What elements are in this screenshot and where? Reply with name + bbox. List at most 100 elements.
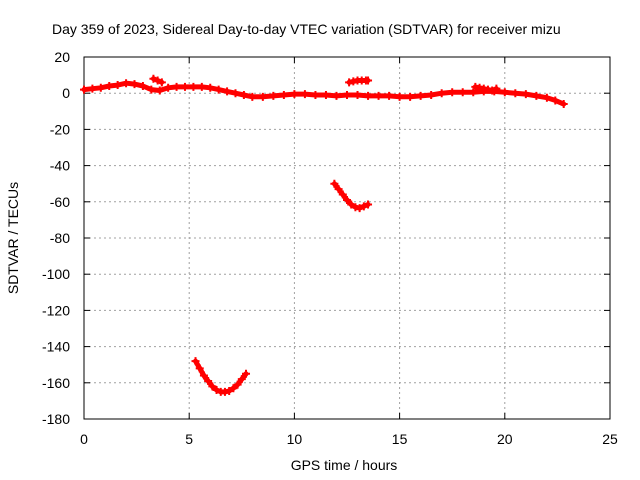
data-point: [189, 82, 198, 91]
data-point: [199, 371, 208, 380]
data-point: [130, 80, 139, 89]
data-point: [559, 100, 568, 109]
data-point: [353, 91, 362, 100]
data-point: [321, 91, 330, 100]
data-point: [197, 82, 206, 91]
data-point: [157, 78, 166, 87]
data-point: [385, 91, 394, 100]
data-point: [233, 380, 242, 389]
y-tick-label: -100: [42, 266, 70, 282]
data-point: [290, 90, 299, 99]
data-point: [279, 91, 288, 100]
data-point: [242, 369, 251, 378]
data-point: [364, 200, 373, 209]
data-point: [96, 83, 105, 92]
data-point: [231, 89, 240, 98]
data-point: [180, 82, 189, 91]
data-point: [343, 195, 351, 204]
data-point: [155, 86, 164, 95]
data-point: [416, 91, 425, 100]
data-point: [214, 85, 223, 94]
data-point: [153, 76, 162, 85]
data-point: [223, 87, 232, 96]
y-tick-label: 0: [62, 85, 70, 101]
series-lower-arc: [191, 357, 251, 396]
axis-ticks: [83, 56, 611, 420]
series-mid-arc: [330, 179, 373, 213]
data-point: [551, 96, 560, 105]
data-point: [164, 83, 173, 92]
data-point: [269, 91, 278, 100]
data-point: [212, 386, 221, 395]
data-point: [229, 384, 238, 393]
series-dense-block-near-19h: [471, 82, 501, 95]
data-point: [488, 86, 497, 95]
y-tick-label: -180: [42, 411, 70, 427]
data-point: [80, 85, 88, 94]
data-point: [113, 81, 122, 90]
x-tick-labels: 0 5 10 15 20 25: [80, 431, 618, 447]
data-point: [458, 88, 467, 97]
y-tick-label: -120: [42, 302, 70, 318]
data-point: [500, 88, 509, 97]
data-point: [364, 76, 373, 85]
data-point: [88, 84, 97, 93]
data-point: [330, 179, 339, 188]
y-tick-label: 20: [54, 49, 70, 65]
data-point: [469, 88, 478, 97]
data-point: [204, 376, 213, 385]
y-tick-label: -140: [42, 339, 70, 355]
data-point: [225, 386, 234, 395]
data-point: [195, 364, 204, 373]
data-point: [521, 90, 530, 99]
data-point: [347, 200, 356, 209]
data-series: [80, 74, 568, 396]
data-point: [338, 190, 347, 199]
x-tick-label: 25: [602, 431, 618, 447]
data-point: [149, 74, 158, 83]
data-point: [437, 89, 446, 98]
data-point: [239, 91, 248, 100]
y-axis-title: SDTVAR / TECUs: [5, 182, 21, 294]
data-point: [542, 93, 551, 102]
data-point: [511, 89, 520, 98]
data-point: [248, 92, 257, 101]
plot-frame: [83, 56, 611, 420]
data-point: [532, 91, 541, 100]
data-point: [492, 84, 501, 93]
data-point: [311, 91, 320, 100]
x-tick-label: 0: [80, 431, 88, 447]
series-upper-right-segment: [345, 76, 373, 87]
series-main-trace: [80, 79, 568, 109]
grid: [84, 57, 610, 419]
data-point: [334, 185, 343, 194]
x-tick-label: 5: [185, 431, 193, 447]
data-point: [300, 90, 309, 99]
y-tick-label: -20: [50, 121, 70, 137]
data-point: [332, 91, 341, 100]
data-point: [374, 91, 383, 100]
data-point: [427, 91, 436, 100]
data-point: [122, 79, 131, 88]
y-tick-label: -40: [50, 158, 70, 174]
x-tick-label: 10: [287, 431, 303, 447]
x-tick-label: 15: [392, 431, 408, 447]
data-point: [206, 83, 215, 92]
data-point: [172, 82, 181, 91]
data-point: [355, 204, 364, 213]
chart-title: Day 359 of 2023, Sidereal Day-to-day VTE…: [52, 21, 561, 37]
data-point: [395, 92, 404, 101]
y-tick-label: -80: [50, 230, 70, 246]
data-point: [364, 91, 373, 100]
data-point: [406, 92, 415, 101]
y-tick-label: -160: [42, 375, 70, 391]
data-point: [258, 92, 267, 101]
data-point: [448, 88, 457, 97]
data-point: [343, 91, 351, 100]
data-point: [359, 202, 368, 211]
data-point: [237, 375, 246, 384]
data-point: [191, 357, 200, 366]
data-point: [208, 382, 217, 391]
x-tick-label: 20: [497, 431, 513, 447]
